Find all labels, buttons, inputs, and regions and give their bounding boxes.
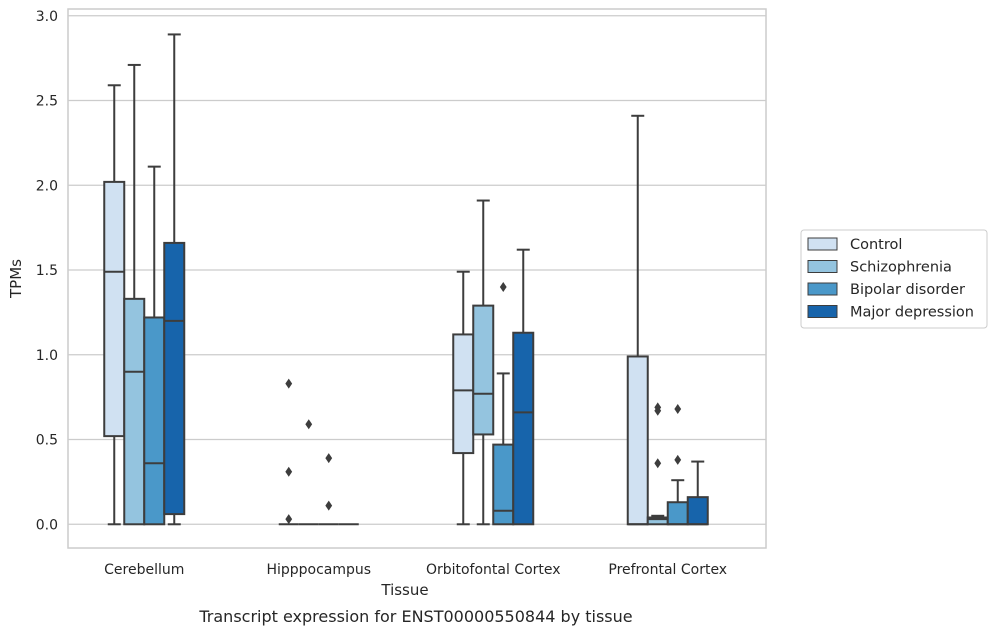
outlier-point <box>654 458 662 469</box>
y-tick-label: 2.5 <box>36 94 58 110</box>
outlier-point <box>499 281 507 292</box>
legend-label: Bipolar disorder <box>850 282 965 298</box>
box-0-1 <box>123 63 146 526</box>
legend-swatch <box>807 260 838 273</box>
legend-swatch <box>807 305 838 318</box>
box-layer <box>103 33 709 526</box>
y-tick-label: 3.0 <box>36 9 58 25</box>
outlier-point <box>285 514 293 525</box>
box-3-2 <box>666 404 689 526</box>
box-0-2 <box>143 165 166 526</box>
x-axis-label: Tissue <box>380 581 428 599</box>
box-3-0 <box>626 114 649 526</box>
box-body <box>103 180 126 438</box>
legend-frame <box>800 229 988 329</box>
legend-label: Schizophrenia <box>850 260 952 276</box>
box-2-0 <box>452 270 475 526</box>
legend-swatch <box>807 282 838 296</box>
box-3-1 <box>646 402 669 526</box>
box-1-0 <box>278 378 299 526</box>
box-body <box>626 355 649 526</box>
outlier-point <box>325 500 333 511</box>
y-axis-label: TPMs <box>7 259 25 299</box>
box-body <box>512 331 535 526</box>
legend: Control Schizophrenia Bipolar disorder Majo… <box>800 229 988 329</box>
box-body <box>492 443 515 526</box>
outlier-point <box>674 454 682 465</box>
box-body <box>123 297 146 526</box>
x-tick-label: Prefrontal Cortex <box>608 562 727 578</box>
y-tick-label: 0.0 <box>36 517 58 533</box>
y-tick-labels: 0.0 0.5 1.0 1.5 2.0 2.5 3.0 <box>36 9 58 533</box>
box-3-3 <box>686 460 709 526</box>
outlier-point <box>285 466 293 477</box>
y-tick-label: 1.5 <box>36 263 58 279</box>
y-tick-label: 2.0 <box>36 178 58 194</box>
x-tick-label: Hipppocampus <box>266 562 371 578</box>
box-body <box>472 304 495 436</box>
box-0-0 <box>103 84 126 526</box>
box-body <box>666 501 689 526</box>
box-2-2 <box>492 281 515 526</box>
box-body <box>452 333 475 455</box>
x-tick-label: Orbitofontal Cortex <box>426 562 561 578</box>
legend-label: Major depression <box>850 305 974 321</box>
box-2-1 <box>472 199 495 526</box>
box-body <box>163 241 186 516</box>
box-1-2 <box>318 453 339 526</box>
outlier-point <box>654 402 662 413</box>
outlier-point <box>305 419 313 430</box>
legend-label: Control <box>850 237 902 253</box>
y-tick-label: 1.0 <box>36 348 58 364</box>
x-tick-labels: Cerebellum Hipppocampus Orbitofontal Corte… <box>104 562 727 578</box>
outlier-point <box>285 378 293 389</box>
box-body <box>686 496 709 526</box>
plot-frame <box>67 8 767 549</box>
outlier-point <box>325 453 333 464</box>
outlier-point <box>674 404 682 415</box>
legend-swatch <box>807 237 838 251</box>
chart-caption: Transcript expression for ENST0000055084… <box>198 607 632 626</box>
y-tick-label: 0.5 <box>36 433 58 449</box>
box-body <box>143 316 166 526</box>
box-0-3 <box>163 33 186 526</box>
box-2-3 <box>512 248 535 526</box>
box-1-1 <box>298 419 319 526</box>
x-tick-label: Cerebellum <box>104 562 184 578</box>
